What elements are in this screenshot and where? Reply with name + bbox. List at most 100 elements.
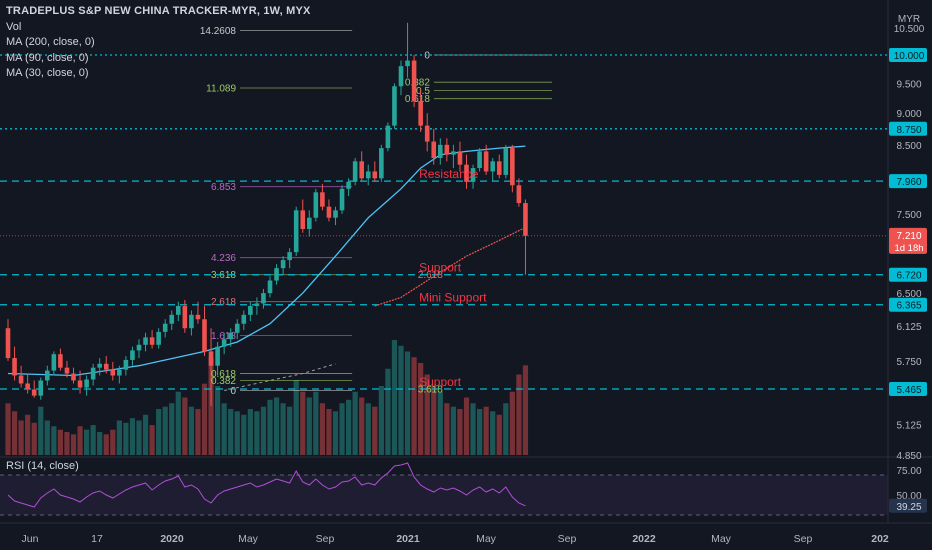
volume-bar: [110, 429, 116, 455]
candle-body: [261, 293, 266, 304]
volume-bar: [496, 414, 502, 455]
volume-bar: [208, 357, 214, 455]
volume-bar: [450, 406, 456, 455]
candle-body: [326, 206, 332, 218]
candle-body: [136, 344, 142, 351]
candle-body: [477, 151, 482, 169]
candle-body: [162, 323, 168, 332]
indicator-ma200[interactable]: MA (200, close, 0): [6, 36, 95, 48]
candle-body: [254, 303, 260, 307]
volume-bar: [241, 414, 247, 455]
volume-bar: [149, 425, 155, 455]
candle-body: [182, 306, 188, 329]
time-tick-label: 2022: [632, 533, 656, 545]
volume-bar: [280, 403, 286, 455]
price-tick-label: 8.500: [896, 141, 921, 152]
candle-body: [228, 332, 233, 340]
volume-bar: [77, 426, 83, 455]
volume-bar: [509, 391, 515, 455]
candle-body: [523, 203, 528, 236]
volume-bar: [51, 426, 57, 455]
price-tick-label: 4.850: [896, 451, 921, 462]
volume-bar: [385, 368, 391, 455]
volume-bar: [247, 409, 253, 455]
volume-bar: [372, 406, 378, 455]
volume-bar: [25, 414, 31, 455]
candle-body: [143, 337, 148, 345]
time-tick-label: 17: [91, 533, 103, 545]
fib-label: 6.853: [211, 182, 236, 193]
volume-bar: [267, 399, 273, 455]
candle-body: [90, 367, 96, 380]
volume-bar: [359, 397, 365, 455]
volume-bar: [5, 403, 11, 455]
symbol-title[interactable]: TRADEPLUS S&P NEW CHINA TRACKER-MYR, 1W,…: [6, 5, 311, 17]
volume-bar: [188, 406, 194, 455]
candle-body: [77, 380, 83, 388]
rsi-legend[interactable]: RSI (14, close): [6, 460, 79, 472]
volume-bar: [431, 386, 437, 455]
level-tag: [889, 382, 927, 397]
candle-body: [149, 337, 155, 345]
candle-body: [12, 358, 17, 376]
volume-bar: [116, 420, 122, 455]
volume-bar: [313, 391, 319, 455]
annotation-layer: Resistance Support Mini Support Support: [419, 167, 487, 389]
volume-bar: [129, 418, 136, 455]
annotation-label: Resistance: [419, 167, 479, 181]
volume-bar: [503, 403, 509, 455]
candle-body: [234, 323, 240, 333]
volume-bar: [365, 403, 371, 455]
volume-bar: [273, 397, 280, 455]
fib-label: 0.382: [405, 78, 430, 89]
volume-bar: [352, 391, 358, 455]
candle-body: [241, 314, 247, 324]
candle-body: [84, 379, 89, 388]
fib-label: 0.5: [416, 86, 430, 97]
ma90-line: [374, 226, 526, 307]
candle-body: [424, 125, 430, 142]
volume-bar: [44, 420, 50, 455]
indicator-vol[interactable]: Vol: [6, 20, 22, 33]
fib-label: 3.618: [211, 270, 236, 281]
level-tag-label: 7.960: [896, 177, 921, 188]
volume-bar: [254, 411, 260, 455]
price-tick-label: 5.125: [896, 421, 921, 432]
candle-body: [103, 363, 109, 370]
volume-bar: [398, 345, 404, 455]
candle-body: [496, 161, 502, 175]
candle-body: [385, 125, 391, 149]
level-tag-label: 6.720: [896, 271, 921, 282]
indicator-ma90[interactable]: MA (90, close, 0): [6, 51, 89, 64]
volume-bar: [378, 386, 384, 455]
volume-bar: [424, 374, 430, 455]
candle-body: [221, 339, 227, 347]
indicator-ma30[interactable]: MA (30, close, 0): [6, 67, 89, 79]
candle-body: [503, 148, 509, 175]
candle-body: [64, 367, 70, 374]
rsi-layer: [0, 462, 888, 516]
price-unit-label: MYR: [898, 14, 920, 25]
fib-label: 2.618: [211, 297, 236, 308]
candle-body: [58, 354, 63, 368]
volume-bar: [287, 406, 293, 455]
candle-body: [123, 359, 129, 370]
volume-bar: [346, 399, 352, 455]
candle-body: [313, 192, 319, 218]
volume-bar: [260, 406, 267, 455]
price-tick-label: 5.750: [896, 357, 921, 368]
volume-bar: [326, 409, 332, 455]
volume-bar: [437, 391, 443, 455]
volume-bar: [477, 409, 483, 455]
candle-body: [71, 373, 76, 381]
last-price-label: 7.210: [896, 231, 921, 242]
candle-body: [516, 185, 522, 204]
fib-label: 0: [424, 50, 430, 61]
volume-bar: [57, 429, 63, 455]
level-tag: [889, 47, 927, 62]
candle-body: [372, 171, 378, 179]
candle-body: [346, 181, 351, 189]
volume-bar: [142, 414, 149, 455]
level-tag: [889, 121, 927, 136]
